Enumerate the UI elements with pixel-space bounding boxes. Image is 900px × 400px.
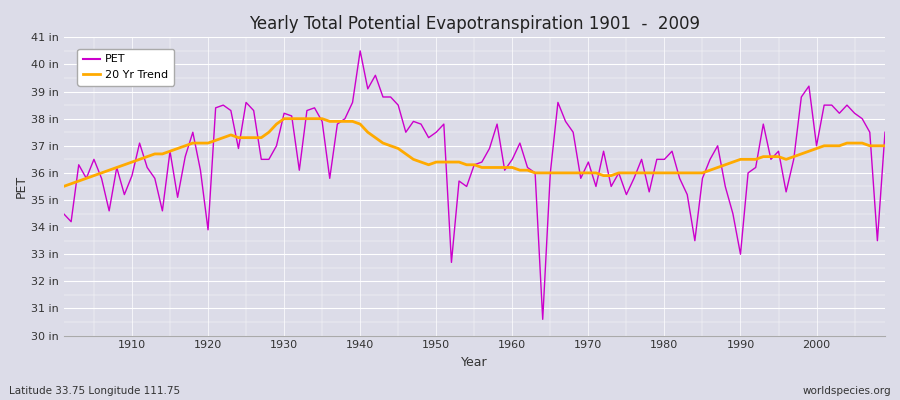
Text: Latitude 33.75 Longitude 111.75: Latitude 33.75 Longitude 111.75: [9, 386, 180, 396]
Title: Yearly Total Potential Evapotranspiration 1901  -  2009: Yearly Total Potential Evapotranspiratio…: [248, 15, 700, 33]
X-axis label: Year: Year: [461, 356, 488, 369]
Text: worldspecies.org: worldspecies.org: [803, 386, 891, 396]
Legend: PET, 20 Yr Trend: PET, 20 Yr Trend: [77, 49, 174, 86]
Y-axis label: PET: PET: [15, 175, 28, 198]
